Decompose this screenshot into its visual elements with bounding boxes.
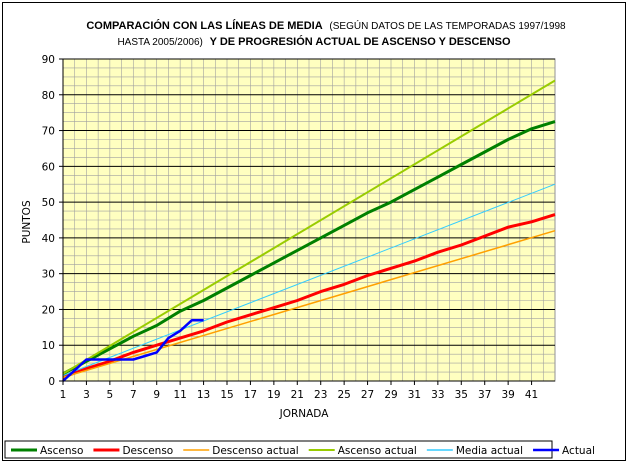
x-tick-label: 1 <box>60 389 67 401</box>
series-line-media-actual <box>62 183 556 377</box>
x-tick-label: 9 <box>153 389 160 401</box>
y-tick-label: 0 <box>48 376 55 388</box>
title-part-2: (SEGÚN DATOS DE LAS TEMPORADAS 1997/1998 <box>329 19 566 32</box>
series-line-ascenso-actual <box>62 79 556 375</box>
y-tick-label: 30 <box>42 269 55 281</box>
y-tick-label: 10 <box>42 340 55 352</box>
title-part-1: COMPARACIÓN CON LAS LÍNEAS DE MEDIA <box>86 19 322 32</box>
x-tick-label: 13 <box>197 389 210 401</box>
series-line-descenso-actual <box>62 229 556 379</box>
series-line-actual <box>62 318 204 382</box>
legend-label-descenso-actual: Descenso actual <box>212 445 298 457</box>
legend-label-ascenso-actual: Ascenso actual <box>338 445 417 457</box>
y-tick-label: 80 <box>42 90 55 102</box>
x-tick-label: 31 <box>408 389 421 401</box>
y-tick-label: 70 <box>42 126 55 138</box>
x-tick-label: 37 <box>478 389 491 401</box>
legend-label-actual: Actual <box>562 445 595 457</box>
x-tick-label: 29 <box>384 389 397 401</box>
series-line-ascenso <box>62 120 556 376</box>
svg-text:HASTA 2005/2006) Y DE: HASTA 2005/2006) Y DE PROGRESIÓN ACTUAL … <box>117 35 511 48</box>
x-tick-label: 7 <box>130 389 137 401</box>
y-tick-label: 20 <box>42 304 55 316</box>
y-tick-label: 50 <box>42 197 55 209</box>
legend: Ascenso Descenso Descenso actual Ascenso ac… <box>4 440 595 459</box>
y-axis-title: PUNTOS <box>21 200 33 244</box>
x-tick-label: 19 <box>267 389 280 401</box>
y-tick-label: 60 <box>42 161 55 173</box>
x-tick-label: 23 <box>314 389 327 401</box>
title-part-4: Y DE PROGRESIÓN ACTUAL DE ASCENSO Y DESC… <box>210 35 511 48</box>
x-tick-label: 25 <box>337 389 350 401</box>
x-tick-label: 27 <box>361 389 374 401</box>
line-chart: COMPARACIÓN CON LAS LÍNEAS DE MEDIA (SEG… <box>4 19 595 459</box>
legend-label-ascenso: Ascenso <box>40 445 83 457</box>
series-lines <box>62 79 556 382</box>
x-tick-label: 21 <box>291 389 304 401</box>
x-tick-label: 17 <box>244 389 257 401</box>
x-tick-label: 33 <box>431 389 444 401</box>
x-tick-label: 3 <box>83 389 90 401</box>
x-tick-label: 15 <box>220 389 233 401</box>
x-axis-title: JORNADA <box>279 408 330 420</box>
x-tick-label: 35 <box>455 389 468 401</box>
x-tick-label: 41 <box>525 389 538 401</box>
y-tick-label: 40 <box>42 233 55 245</box>
title-part-3: HASTA 2005/2006) <box>117 37 202 48</box>
x-tick-label: 5 <box>107 389 114 401</box>
legend-label-media-actual: Media actual <box>456 445 523 457</box>
series-line-descenso <box>62 213 556 379</box>
y-tick-label: 90 <box>42 54 55 66</box>
chart-title: COMPARACIÓN CON LAS LÍNEAS DE MEDIA (SEG… <box>86 19 566 48</box>
legend-label-descenso: Descenso <box>122 445 173 457</box>
axes <box>62 59 555 382</box>
x-tick-label: 11 <box>173 389 186 401</box>
x-tick-label: 39 <box>501 389 514 401</box>
svg-text:COMPARACIÓN CON LAS LÍNEAS DE: COMPARACIÓN CON LAS LÍNEAS DE MEDIA (SEG… <box>86 19 566 32</box>
